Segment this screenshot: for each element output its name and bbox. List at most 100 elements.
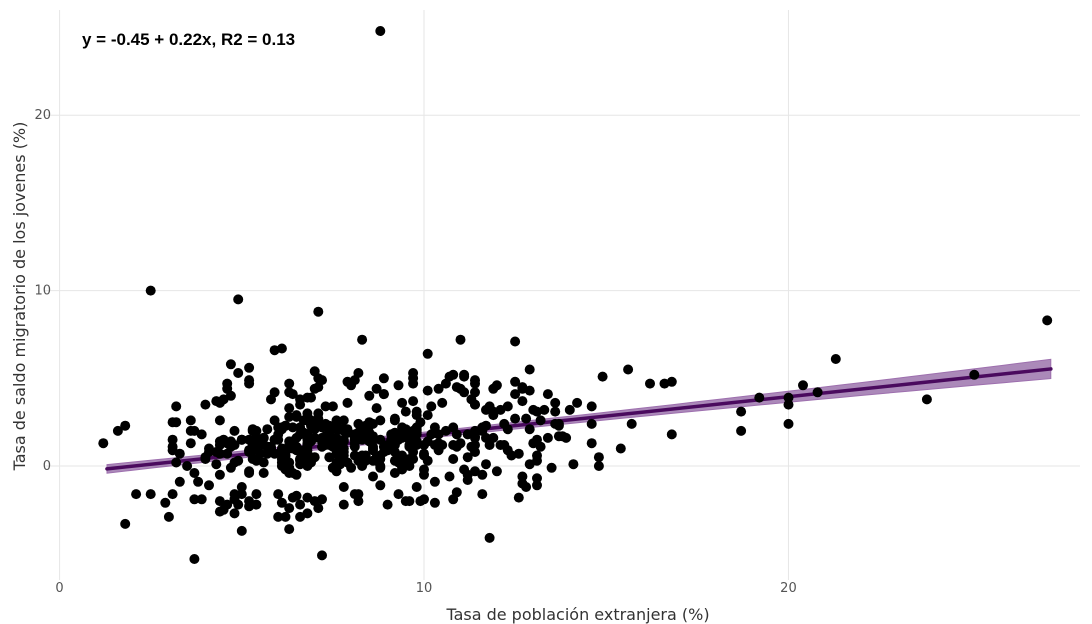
data-point [659, 378, 670, 389]
data-point [477, 469, 488, 480]
data-point [448, 494, 459, 505]
data-point [524, 459, 535, 470]
data-point [357, 334, 368, 345]
data-point [477, 489, 488, 500]
data-point [266, 394, 276, 405]
data-point [539, 404, 550, 415]
data-point [481, 459, 491, 470]
data-point [375, 415, 386, 426]
data-point [564, 404, 575, 415]
data-point [597, 371, 608, 382]
data-point [455, 383, 466, 394]
data-point [553, 418, 564, 429]
regression-equation: y = -0.45 + 0.22x, R2 = 0.13 [82, 30, 295, 49]
data-point [812, 387, 823, 398]
data-point [513, 492, 524, 503]
data-point [338, 425, 349, 436]
data-point [284, 378, 295, 389]
data-point [291, 432, 302, 443]
data-point [120, 518, 131, 529]
data-point [313, 503, 324, 514]
data-point [502, 424, 513, 435]
data-point [521, 413, 532, 424]
data-point [736, 406, 747, 417]
x-tick-label: 10 [416, 581, 433, 596]
data-point [313, 373, 324, 384]
data-point [291, 441, 302, 452]
data-point [459, 369, 470, 380]
data-point [1042, 315, 1053, 326]
data-point [481, 432, 491, 443]
data-point [214, 469, 225, 480]
data-point [244, 375, 255, 386]
data-point [280, 450, 291, 461]
data-point [306, 392, 316, 403]
data-point [225, 390, 236, 401]
data-point [488, 410, 499, 421]
data-point [167, 434, 178, 445]
data-point [120, 420, 131, 431]
data-point [371, 403, 382, 414]
data-point [313, 413, 324, 424]
data-point [783, 392, 794, 403]
data-point [371, 383, 382, 394]
data-point [171, 417, 182, 428]
data-point [542, 389, 553, 400]
data-point [309, 383, 320, 394]
data-point [466, 394, 477, 405]
data-point [364, 390, 375, 401]
data-point [167, 441, 178, 452]
data-point [229, 489, 240, 500]
data-point [517, 471, 528, 482]
data-point [185, 415, 196, 426]
data-point [382, 499, 393, 510]
data-point [258, 457, 269, 468]
data-point [510, 376, 521, 387]
x-tick-label: 0 [55, 581, 63, 596]
data-point [969, 369, 980, 380]
data-point [510, 389, 521, 400]
data-point [302, 492, 313, 503]
data-point [295, 459, 306, 470]
data-point [451, 429, 462, 440]
data-point [251, 436, 262, 447]
data-point [524, 424, 535, 435]
data-point [302, 413, 313, 424]
data-point [389, 455, 400, 466]
data-point [233, 368, 244, 378]
data-point [375, 462, 386, 473]
data-point [375, 26, 386, 36]
data-point [422, 348, 433, 359]
data-point [429, 497, 440, 508]
data-point [615, 443, 626, 454]
data-point [382, 440, 393, 450]
data-point [455, 334, 466, 345]
data-point [222, 378, 233, 389]
data-point [437, 397, 448, 408]
data-point [448, 369, 459, 380]
data-point [349, 450, 360, 461]
data-point [448, 440, 459, 450]
data-point [338, 415, 349, 426]
data-point [338, 499, 349, 510]
data-point [233, 455, 244, 466]
data-point [404, 441, 415, 452]
data-point [488, 383, 499, 394]
y-tick-label: 20 [34, 108, 51, 123]
data-point [317, 494, 327, 505]
data-point [262, 441, 273, 452]
data-point [477, 422, 488, 433]
data-point [535, 415, 546, 426]
data-point [273, 511, 284, 522]
data-point [422, 385, 433, 396]
data-point [593, 461, 604, 471]
data-point [513, 448, 524, 459]
data-point [131, 489, 142, 500]
data-point [783, 418, 794, 429]
data-point [429, 476, 440, 487]
data-point [287, 468, 298, 478]
data-point [433, 441, 444, 452]
data-point [397, 455, 408, 466]
data-point [236, 482, 247, 492]
data-point [400, 431, 411, 442]
